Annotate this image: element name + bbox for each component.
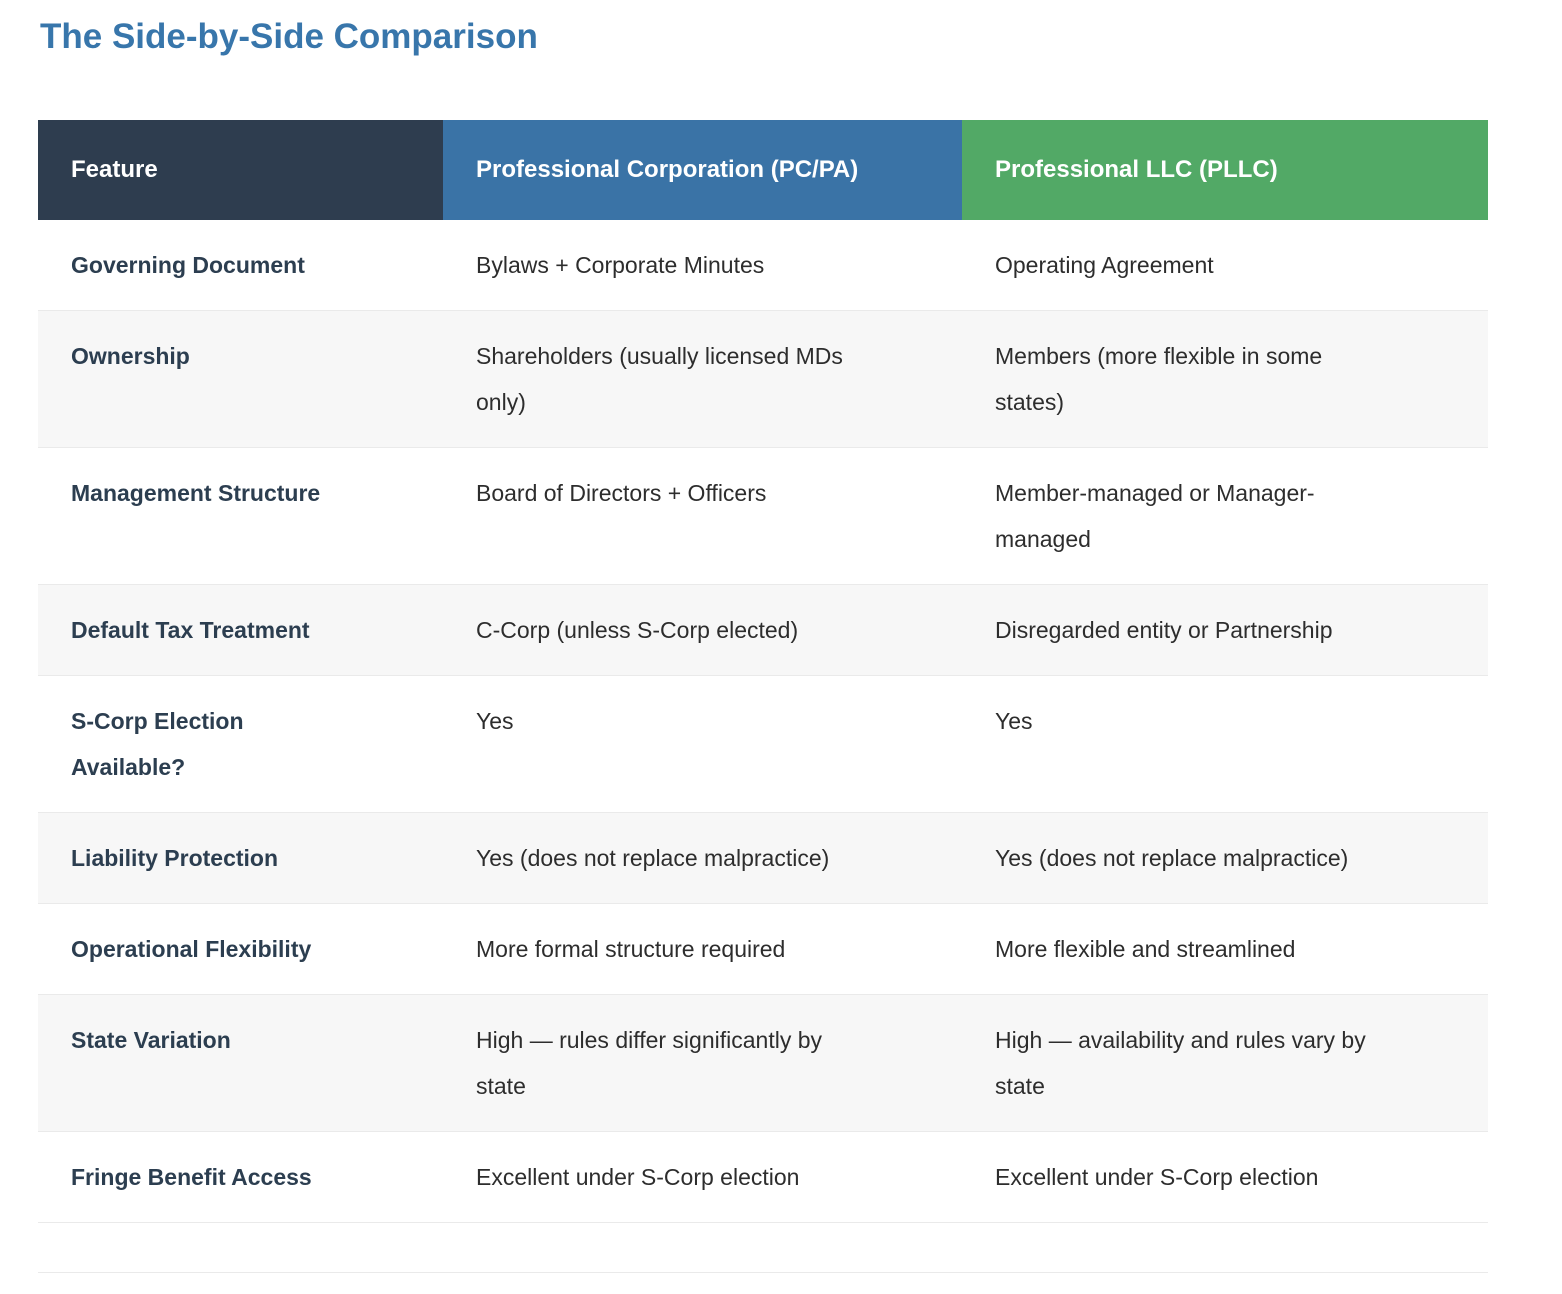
spacer-cell	[38, 1223, 1488, 1273]
table-spacer-row	[38, 1222, 1488, 1273]
feature-cell: Operational Flexibility	[71, 936, 312, 962]
feature-cell: State Variation	[71, 1027, 231, 1053]
column-header-professional-llc: Professional LLC (PLLC)	[962, 120, 1488, 220]
table-row: Fringe Benefit Access Excellent under S-…	[38, 1131, 1488, 1223]
feature-cell: Fringe Benefit Access	[71, 1164, 312, 1190]
pllc-cell: More flexible and streamlined	[995, 936, 1296, 962]
pllc-cell: Operating Agreement	[995, 252, 1214, 278]
page-title: The Side-by-Side Comparison	[40, 17, 538, 56]
pc-cell: More formal structure required	[476, 936, 786, 962]
table-row: Management Structure Board of Directors …	[38, 447, 1488, 585]
table-row: Default Tax Treatment C-Corp (unless S-C…	[38, 584, 1488, 676]
feature-cell: Default Tax Treatment	[71, 617, 310, 643]
pc-cell: C-Corp (unless S-Corp elected)	[476, 617, 799, 643]
feature-cell: Ownership	[71, 343, 190, 369]
table-row: S-Corp Election Available? Yes Yes	[38, 675, 1488, 813]
pllc-cell: High — availability and rules vary by st…	[995, 1027, 1366, 1099]
table-row: Ownership Shareholders (usually licensed…	[38, 310, 1488, 448]
pc-cell: Bylaws + Corporate Minutes	[476, 252, 765, 278]
pc-cell: Yes	[476, 708, 514, 734]
pllc-cell: Member-managed or Manager-managed	[995, 480, 1315, 552]
table-row: Liability Protection Yes (does not repla…	[38, 812, 1488, 904]
comparison-table: Feature Professional Corporation (PC/PA)…	[38, 120, 1488, 1273]
table-row: State Variation High — rules differ sign…	[38, 994, 1488, 1132]
pc-cell: Board of Directors + Officers	[476, 480, 767, 506]
feature-cell: Liability Protection	[71, 845, 279, 871]
pllc-cell: Disregarded entity or Partnership	[995, 617, 1333, 643]
column-header-feature: Feature	[38, 120, 443, 220]
feature-cell: Governing Document	[71, 252, 305, 278]
table-row: Operational Flexibility More formal stru…	[38, 903, 1488, 995]
pllc-cell: Yes	[995, 708, 1033, 734]
table-body: Governing Document Bylaws + Corporate Mi…	[38, 220, 1488, 1273]
table-row: Governing Document Bylaws + Corporate Mi…	[38, 220, 1488, 311]
pllc-cell: Excellent under S-Corp election	[995, 1164, 1319, 1190]
content-area: The Side-by-Side Comparison Feature Prof…	[38, 0, 1488, 1273]
pc-cell: Yes (does not replace malpractice)	[476, 845, 830, 871]
feature-cell: Management Structure	[71, 480, 321, 506]
column-header-professional-corporation: Professional Corporation (PC/PA)	[443, 120, 962, 220]
pc-cell: High — rules differ significantly by sta…	[476, 1027, 822, 1099]
feature-cell: S-Corp Election Available?	[71, 708, 244, 780]
pllc-cell: Members (more flexible in some states)	[995, 343, 1323, 415]
header-row: Feature Professional Corporation (PC/PA)…	[38, 120, 1488, 220]
pc-cell: Shareholders (usually licensed MDs only)	[476, 343, 843, 415]
pc-cell: Excellent under S-Corp election	[476, 1164, 800, 1190]
pllc-cell: Yes (does not replace malpractice)	[995, 845, 1349, 871]
table-header: Feature Professional Corporation (PC/PA)…	[38, 120, 1488, 220]
